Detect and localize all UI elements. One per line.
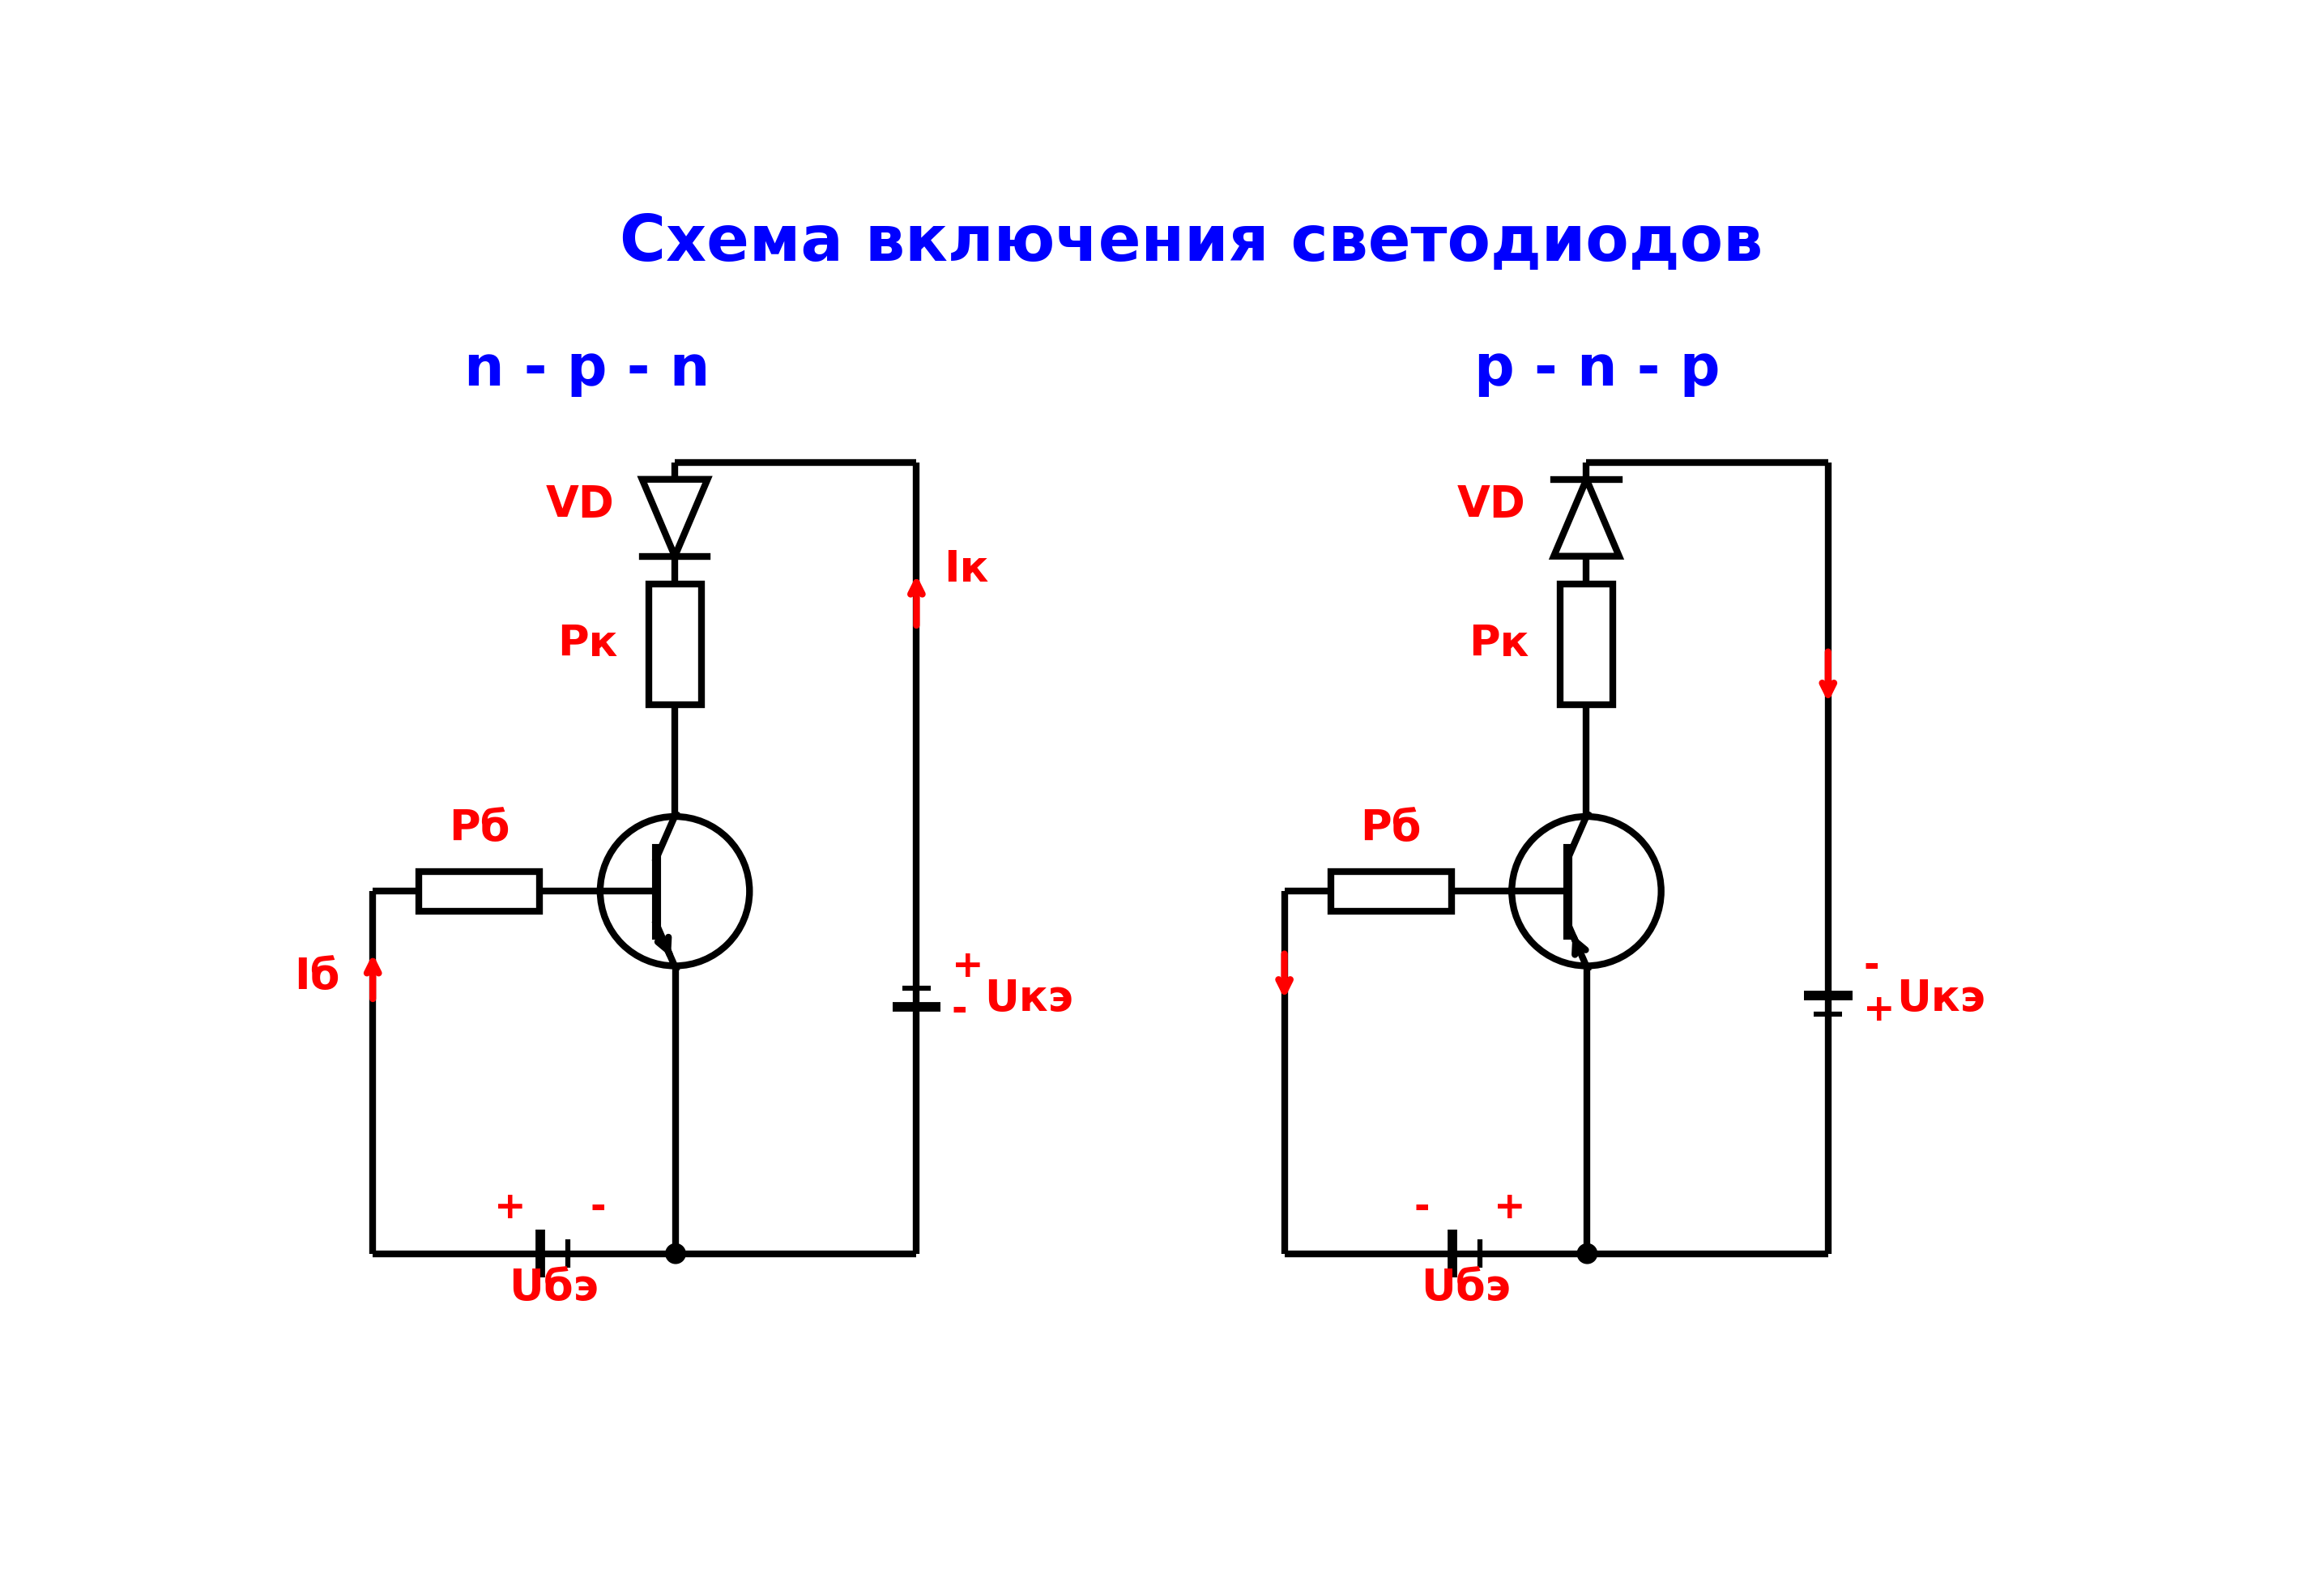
Text: -: - — [590, 1191, 607, 1227]
Bar — [418, 871, 539, 912]
Text: Iб: Iб — [295, 956, 339, 998]
Text: Uбэ: Uбэ — [1420, 1266, 1511, 1309]
Text: +: + — [1494, 1191, 1525, 1227]
Bar — [1332, 871, 1452, 912]
Text: VD: VD — [546, 483, 614, 526]
Text: Uкэ: Uкэ — [985, 977, 1074, 1020]
Bar — [648, 584, 702, 704]
Text: VD: VD — [1457, 483, 1527, 526]
Circle shape — [1578, 1244, 1597, 1263]
Text: Uбэ: Uбэ — [509, 1266, 600, 1309]
Text: Рб: Рб — [449, 808, 509, 849]
Text: -: - — [1413, 1191, 1429, 1227]
Text: Рк: Рк — [558, 623, 618, 665]
Text: n - p - n: n - p - n — [465, 342, 709, 397]
Text: Рб: Рб — [1360, 808, 1422, 849]
Text: p - n - p: p - n - p — [1473, 342, 1720, 397]
Bar — [1559, 584, 1613, 704]
Text: Схема включения светодиодов: Схема включения светодиодов — [621, 212, 1762, 275]
Text: -: - — [951, 993, 967, 1029]
Text: Iк: Iк — [944, 548, 988, 590]
Text: +: + — [1864, 993, 1896, 1029]
Text: Рк: Рк — [1469, 623, 1529, 665]
Text: +: + — [495, 1191, 525, 1227]
Text: Uкэ: Uкэ — [1896, 977, 1985, 1020]
Text: -: - — [1864, 949, 1880, 985]
Text: +: + — [951, 949, 983, 985]
Circle shape — [665, 1244, 686, 1263]
